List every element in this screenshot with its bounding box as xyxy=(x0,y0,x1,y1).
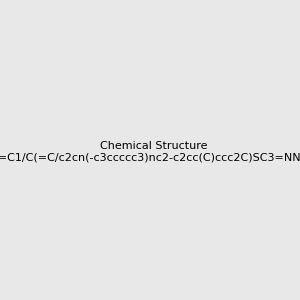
Text: Chemical Structure
O=C1/C(=C/c2cn(-c3ccccc3)nc2-c2cc(C)ccc2C)SC3=NN=C: Chemical Structure O=C1/C(=C/c2cn(-c3ccc… xyxy=(0,141,300,162)
